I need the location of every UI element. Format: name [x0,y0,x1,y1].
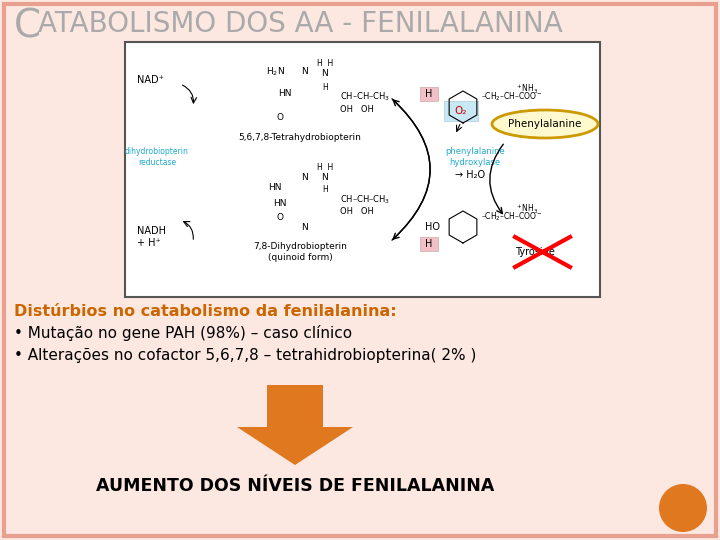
Text: H: H [426,89,433,99]
Text: CH–CH–CH$_3$: CH–CH–CH$_3$ [340,194,390,206]
FancyBboxPatch shape [125,42,600,297]
Text: C: C [14,8,41,46]
Text: OH   OH: OH OH [340,105,374,114]
Text: H: H [426,239,433,249]
Text: O: O [276,112,284,122]
Text: Distúrbios no catabolismo da fenilalanina:: Distúrbios no catabolismo da fenilalanin… [14,304,397,319]
Text: N: N [322,70,328,78]
Text: –CH$_2$–CH–COO$^-$: –CH$_2$–CH–COO$^-$ [481,211,543,223]
Text: N: N [322,172,328,181]
Ellipse shape [659,484,707,532]
Text: phenylalanine
hydroxylase: phenylalanine hydroxylase [445,146,505,167]
Text: HN: HN [269,183,282,192]
Text: 7,8-Dihydrobiopterin
(quinoid form): 7,8-Dihydrobiopterin (quinoid form) [253,241,347,262]
Text: NADH
+ H⁺: NADH + H⁺ [137,226,166,248]
FancyBboxPatch shape [444,101,478,121]
Text: $^+$NH$_3$: $^+$NH$_3$ [515,202,538,215]
FancyBboxPatch shape [420,237,438,251]
Text: NAD⁺: NAD⁺ [137,75,164,85]
Text: Tyrosine: Tyrosine [515,247,555,257]
Text: dihydrobiopterin
reductase: dihydrobiopterin reductase [125,146,189,167]
Text: • Mutação no gene PAH (98%) – caso clínico: • Mutação no gene PAH (98%) – caso clíni… [14,325,352,341]
FancyBboxPatch shape [420,87,438,101]
Text: –CH$_2$–CH–COO$^-$: –CH$_2$–CH–COO$^-$ [481,91,543,103]
Text: 5,6,7,8-Tetrahydrobiopterin: 5,6,7,8-Tetrahydrobiopterin [238,132,361,141]
Text: HO: HO [425,222,440,232]
Text: → H₂O: → H₂O [455,170,485,180]
Text: $^+$NH$_3$: $^+$NH$_3$ [515,83,538,96]
Text: N: N [302,68,308,77]
FancyBboxPatch shape [4,4,716,536]
Text: N: N [302,222,308,232]
Text: AUMENTO DOS NÍVEIS DE FENILALANINA: AUMENTO DOS NÍVEIS DE FENILALANINA [96,477,494,495]
Text: N: N [302,172,308,181]
Text: O: O [276,213,284,221]
Text: HN: HN [278,90,292,98]
Text: H: H [322,83,328,91]
Text: OH   OH: OH OH [340,207,374,217]
Text: O₂: O₂ [455,106,467,116]
Text: H  H: H H [317,163,333,172]
Text: Phenylalanine: Phenylalanine [508,119,582,129]
Text: • Alterações no cofactor 5,6,7,8 – tetrahidrobiopterina( 2% ): • Alterações no cofactor 5,6,7,8 – tetra… [14,348,477,363]
Text: H: H [322,186,328,194]
Ellipse shape [492,110,598,138]
Polygon shape [237,385,353,465]
Text: ATABOLISMO DOS AA - FENILALANINA: ATABOLISMO DOS AA - FENILALANINA [38,10,563,38]
Text: H$_2$N: H$_2$N [266,66,284,78]
Text: H  H: H H [317,59,333,69]
Text: CH–CH–CH$_3$: CH–CH–CH$_3$ [340,91,390,103]
Text: HN: HN [274,199,287,208]
